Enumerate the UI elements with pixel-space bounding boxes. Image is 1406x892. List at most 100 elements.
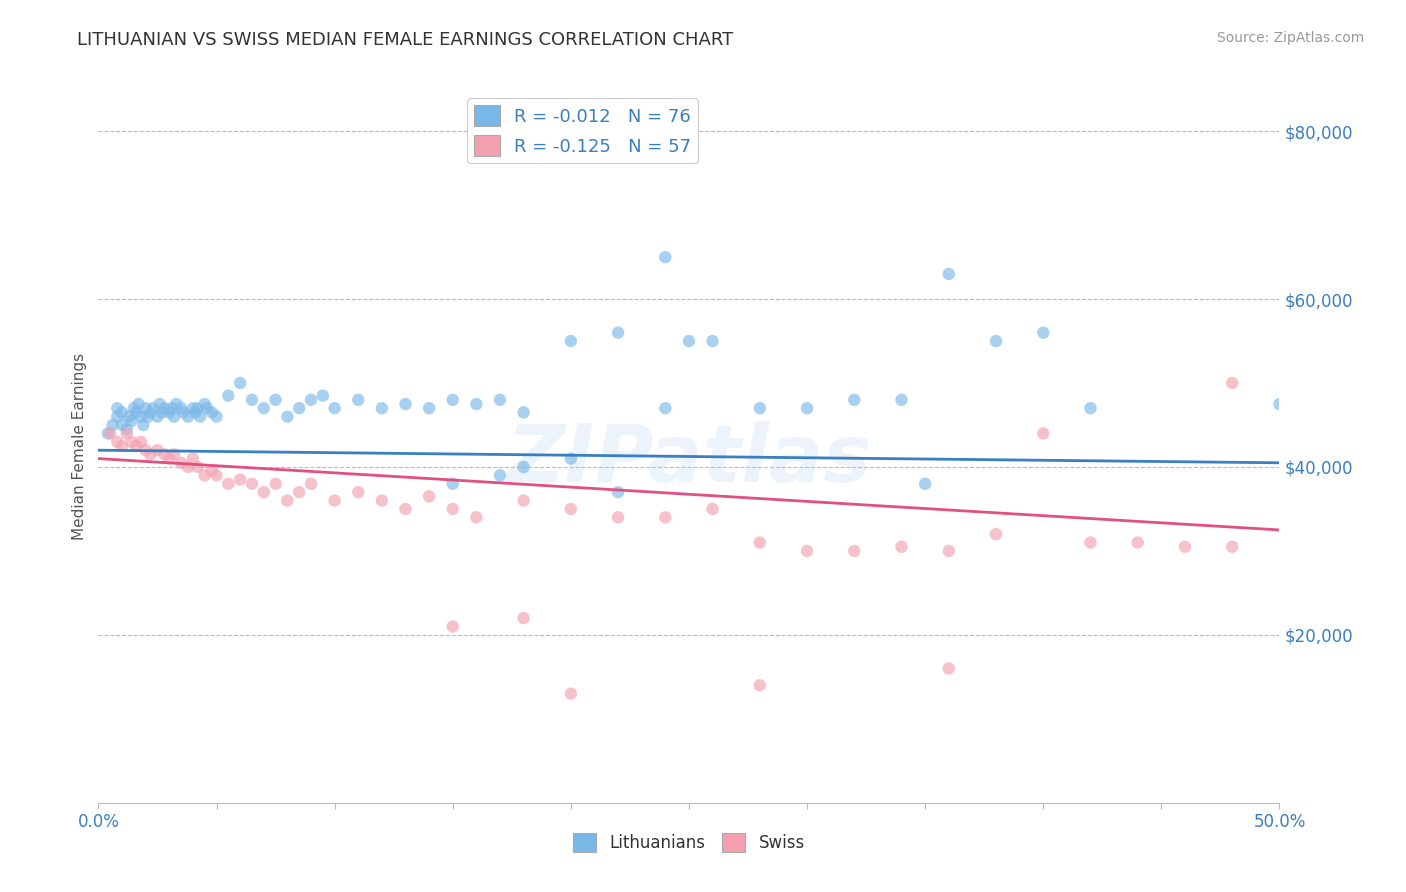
Point [489, 392, 512, 407]
Point [229, 376, 252, 390]
Point [276, 493, 298, 508]
Point [1174, 540, 1197, 554]
Point [288, 485, 311, 500]
Point [264, 476, 287, 491]
Point [441, 476, 464, 491]
Point [97, 426, 120, 441]
Point [441, 619, 464, 633]
Point [299, 476, 322, 491]
Point [253, 401, 276, 416]
Point [129, 409, 152, 424]
Point [253, 485, 276, 500]
Point [184, 405, 207, 419]
Point [150, 405, 173, 419]
Point [105, 434, 128, 449]
Point [201, 464, 224, 478]
Point [136, 409, 159, 424]
Point [560, 687, 582, 701]
Point [177, 460, 200, 475]
Point [111, 417, 134, 432]
Point [748, 535, 770, 549]
Point [276, 409, 298, 424]
Point [217, 389, 239, 403]
Point [1080, 401, 1102, 416]
Text: Source: ZipAtlas.com: Source: ZipAtlas.com [1216, 31, 1364, 45]
Point [465, 397, 488, 411]
Point [796, 401, 818, 416]
Point [181, 401, 204, 416]
Point [323, 493, 346, 508]
Point [160, 401, 183, 416]
Point [607, 485, 630, 500]
Point [157, 405, 180, 419]
Point [844, 544, 866, 558]
Point [748, 678, 770, 692]
Point [139, 405, 162, 419]
Point [748, 401, 770, 416]
Point [111, 405, 134, 419]
Point [512, 493, 534, 508]
Point [172, 405, 194, 419]
Point [240, 476, 263, 491]
Point [560, 451, 582, 466]
Point [205, 468, 228, 483]
Point [938, 544, 960, 558]
Point [181, 451, 204, 466]
Point [194, 468, 217, 483]
Point [654, 510, 676, 524]
Point [512, 405, 534, 419]
Point [441, 392, 464, 407]
Point [512, 611, 534, 625]
Point [163, 447, 186, 461]
Point [105, 401, 128, 416]
Point [115, 426, 138, 441]
Point [125, 439, 148, 453]
Point [142, 401, 165, 416]
Point [914, 476, 936, 491]
Point [135, 401, 157, 416]
Point [347, 392, 370, 407]
Point [1032, 326, 1054, 340]
Point [188, 409, 211, 424]
Point [217, 476, 239, 491]
Point [678, 334, 700, 348]
Point [146, 409, 169, 424]
Point [371, 401, 394, 416]
Point [98, 426, 121, 441]
Point [187, 401, 209, 416]
Point [240, 392, 263, 407]
Point [105, 409, 128, 424]
Point [1080, 535, 1102, 549]
Point [205, 409, 228, 424]
Text: LITHUANIAN VS SWISS MEDIAN FEMALE EARNINGS CORRELATION CHART: LITHUANIAN VS SWISS MEDIAN FEMALE EARNIN… [77, 31, 734, 49]
Point [288, 401, 311, 416]
Point [844, 392, 866, 407]
Y-axis label: Median Female Earnings: Median Female Earnings [72, 352, 87, 540]
Point [111, 439, 134, 453]
Point [560, 502, 582, 516]
Point [121, 414, 143, 428]
Point [194, 397, 217, 411]
Point [347, 485, 370, 500]
Point [125, 405, 148, 419]
Point [1126, 535, 1149, 549]
Point [135, 443, 157, 458]
Point [129, 434, 152, 449]
Point [394, 397, 416, 411]
Point [128, 397, 150, 411]
Point [121, 434, 143, 449]
Point [229, 473, 252, 487]
Point [560, 334, 582, 348]
Point [1032, 426, 1054, 441]
Point [489, 468, 512, 483]
Point [938, 267, 960, 281]
Point [607, 510, 630, 524]
Point [702, 502, 724, 516]
Point [654, 250, 676, 264]
Point [101, 417, 124, 432]
Point [1268, 397, 1291, 411]
Point [984, 527, 1007, 541]
Point [1220, 376, 1243, 390]
Point [607, 326, 630, 340]
Point [371, 493, 394, 508]
